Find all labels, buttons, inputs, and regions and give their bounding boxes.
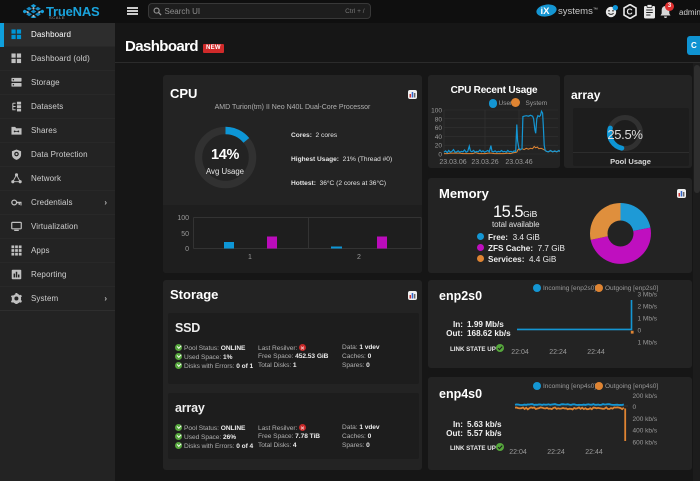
svg-text:C: C <box>627 7 633 17</box>
svg-text:20: 20 <box>435 143 443 150</box>
svg-text:2 Mb/s: 2 Mb/s <box>638 304 658 311</box>
svg-text:22:44: 22:44 <box>585 449 603 456</box>
svg-text:23.03.46: 23.03.46 <box>505 159 532 166</box>
svg-text:22:24: 22:24 <box>547 449 565 456</box>
svg-text:200 kb/s: 200 kb/s <box>633 393 658 400</box>
svg-text:22:04: 22:04 <box>511 349 529 356</box>
svg-text:2: 2 <box>357 254 361 261</box>
svg-text:400 kb/s: 400 kb/s <box>633 428 658 435</box>
svg-text:23.03.06: 23.03.06 <box>439 159 466 166</box>
svg-text:100: 100 <box>177 215 189 222</box>
svg-text:22:04: 22:04 <box>509 449 527 456</box>
svg-text:22:44: 22:44 <box>587 349 605 356</box>
svg-text:3 Mb/s: 3 Mb/s <box>638 292 658 299</box>
svg-text:1 Mb/s: 1 Mb/s <box>638 340 658 347</box>
svg-text:1 Mb/s: 1 Mb/s <box>638 316 658 323</box>
svg-text:60: 60 <box>435 125 443 132</box>
svg-text:23.03.26: 23.03.26 <box>471 159 498 166</box>
svg-text:0: 0 <box>638 328 642 335</box>
svg-text:0: 0 <box>185 246 189 253</box>
svg-text:22:24: 22:24 <box>549 349 567 356</box>
svg-text:80: 80 <box>435 116 443 123</box>
svg-text:50: 50 <box>181 231 189 238</box>
svg-text:40: 40 <box>435 134 443 141</box>
svg-text:600 kb/s: 600 kb/s <box>633 440 658 447</box>
svg-text:200 kb/s: 200 kb/s <box>633 416 658 423</box>
svg-text:iX: iX <box>541 6 551 17</box>
svg-text:1: 1 <box>248 254 252 261</box>
svg-text:100: 100 <box>431 108 442 115</box>
svg-text:0: 0 <box>633 404 637 411</box>
svg-text:0: 0 <box>438 152 442 159</box>
